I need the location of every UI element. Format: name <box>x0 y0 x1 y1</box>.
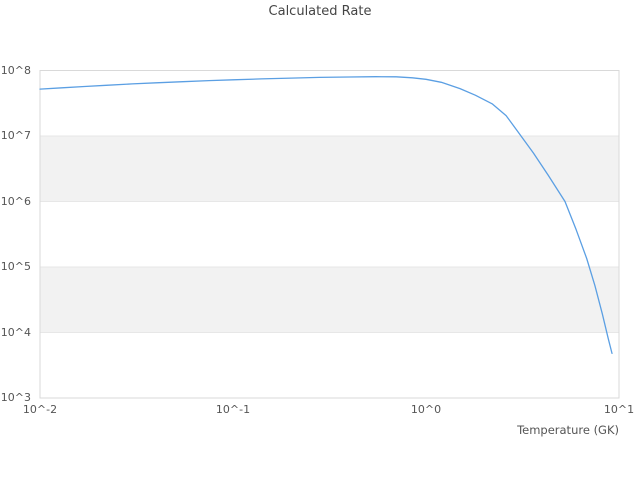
y-tick-label-1e6: 10^6 <box>0 194 31 208</box>
decade-band <box>40 136 619 202</box>
plot-border <box>39 70 620 399</box>
x-tick-label-1e1: 10^1 <box>603 403 635 416</box>
x-axis-label: Temperature (GK) <box>517 423 619 437</box>
x-tick-label-1e0: 10^0 <box>410 403 442 416</box>
x-tick-label-1e-1: 10^-1 <box>215 403 251 416</box>
y-tick-label-1e8: 10^8 <box>0 63 31 77</box>
y-tick-label-1e5: 10^5 <box>0 260 31 273</box>
y-tick-label-1e3: 10^3 <box>0 391 31 404</box>
decade-band <box>40 267 619 333</box>
y-tick-label-1e7: 10^7 <box>0 129 31 142</box>
chart-title: Calculated Rate <box>268 4 372 19</box>
x-tick-label-1e-2: 10^-2 <box>22 403 58 416</box>
y-tick-label-1e4: 10^4 <box>0 325 31 339</box>
rate-curve <box>39 76 613 355</box>
